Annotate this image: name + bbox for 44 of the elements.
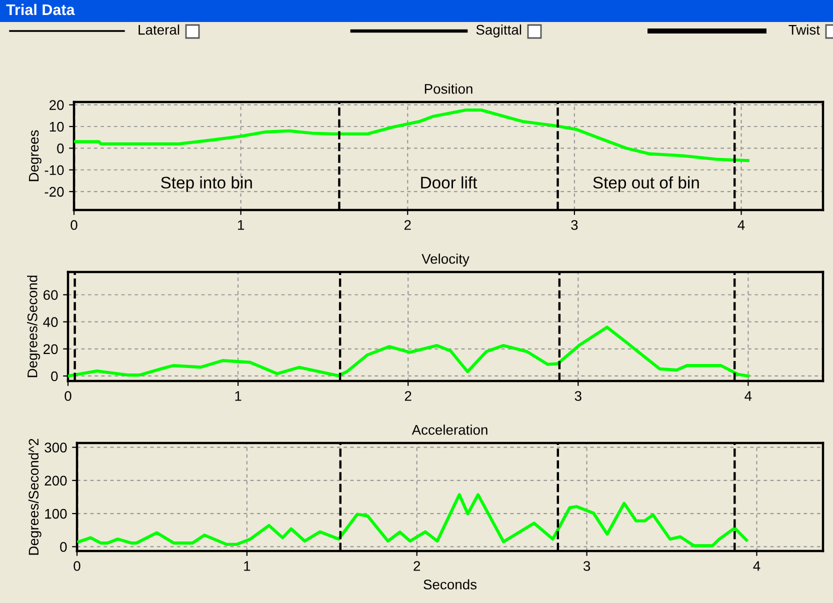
y-tick-label: 20	[44, 344, 58, 354]
x-tick-label: 3	[583, 561, 590, 571]
y-tick-label: 100	[45, 508, 67, 519]
y-tick-label: -10	[44, 165, 64, 176]
y-axis-title: Degrees	[28, 130, 42, 182]
x-tick-label: 2	[414, 561, 420, 571]
x-tick-label: 0	[74, 561, 80, 571]
x-tick-label: 4	[753, 561, 760, 571]
x-tick-label: 3	[574, 391, 582, 401]
x-axis-title: Seconds	[424, 579, 477, 590]
x-tick-label: 0	[70, 220, 78, 230]
text: Lateral	[138, 24, 180, 35]
annotation: Door lift	[421, 176, 478, 189]
x-tick-label: 1	[235, 391, 242, 401]
y-tick-label: 0	[57, 144, 64, 154]
y-axis-title: Degrees/Second^2	[28, 438, 42, 555]
chart-title: Velocity	[422, 254, 470, 267]
y-tick-label: 10	[50, 122, 64, 132]
annotation: Step out of bin	[593, 176, 699, 192]
x-tick-label: 2	[404, 391, 412, 401]
x-tick-label: 4	[744, 391, 752, 401]
text: Twist	[788, 24, 820, 35]
text: Sagittal	[476, 24, 522, 38]
x-tick-label: 1	[244, 561, 250, 571]
chart-title: Acceleration	[412, 424, 488, 435]
y-tick-label: 0	[51, 371, 58, 382]
y-tick-label: 20	[50, 100, 64, 110]
text: Trial Data	[6, 4, 75, 16]
y-tick-label: 0	[60, 542, 67, 552]
y-tick-label: 200	[44, 476, 67, 486]
y-tick-label: 300	[44, 442, 67, 452]
x-tick-label: 1	[238, 220, 244, 230]
x-tick-label: 2	[404, 220, 411, 230]
y-axis-title: Degrees/Second	[27, 276, 40, 378]
annotation: Step into bin	[161, 176, 252, 192]
x-tick-label: 4	[738, 220, 745, 230]
chart-title: Position	[424, 84, 472, 94]
y-tick-label: -20	[44, 186, 64, 197]
y-tick-label: 60	[44, 290, 58, 300]
y-tick-label: 40	[43, 317, 58, 327]
x-tick-label: 3	[571, 220, 578, 230]
line-series	[77, 493, 748, 548]
line-series	[68, 326, 750, 378]
line-series	[74, 108, 750, 162]
